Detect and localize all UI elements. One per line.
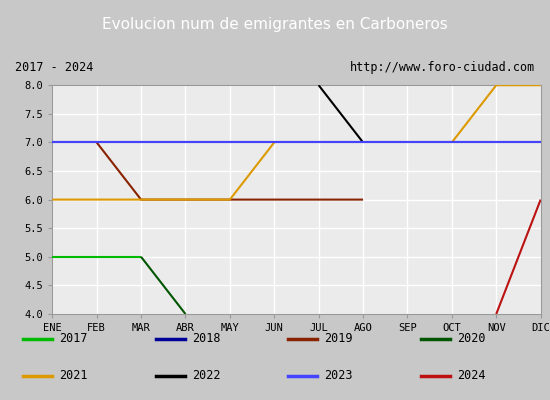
- Text: 2024: 2024: [457, 369, 485, 382]
- Text: 2021: 2021: [59, 369, 87, 382]
- Text: 2020: 2020: [457, 332, 485, 345]
- Text: http://www.foro-ciudad.com: http://www.foro-ciudad.com: [350, 61, 535, 74]
- Text: 2017: 2017: [59, 332, 87, 345]
- Text: 2023: 2023: [324, 369, 353, 382]
- Text: Evolucion num de emigrantes en Carboneros: Evolucion num de emigrantes en Carbonero…: [102, 18, 448, 32]
- Text: 2019: 2019: [324, 332, 353, 345]
- Text: 2022: 2022: [192, 369, 220, 382]
- Text: 2017 - 2024: 2017 - 2024: [15, 61, 94, 74]
- Text: 2018: 2018: [192, 332, 220, 345]
